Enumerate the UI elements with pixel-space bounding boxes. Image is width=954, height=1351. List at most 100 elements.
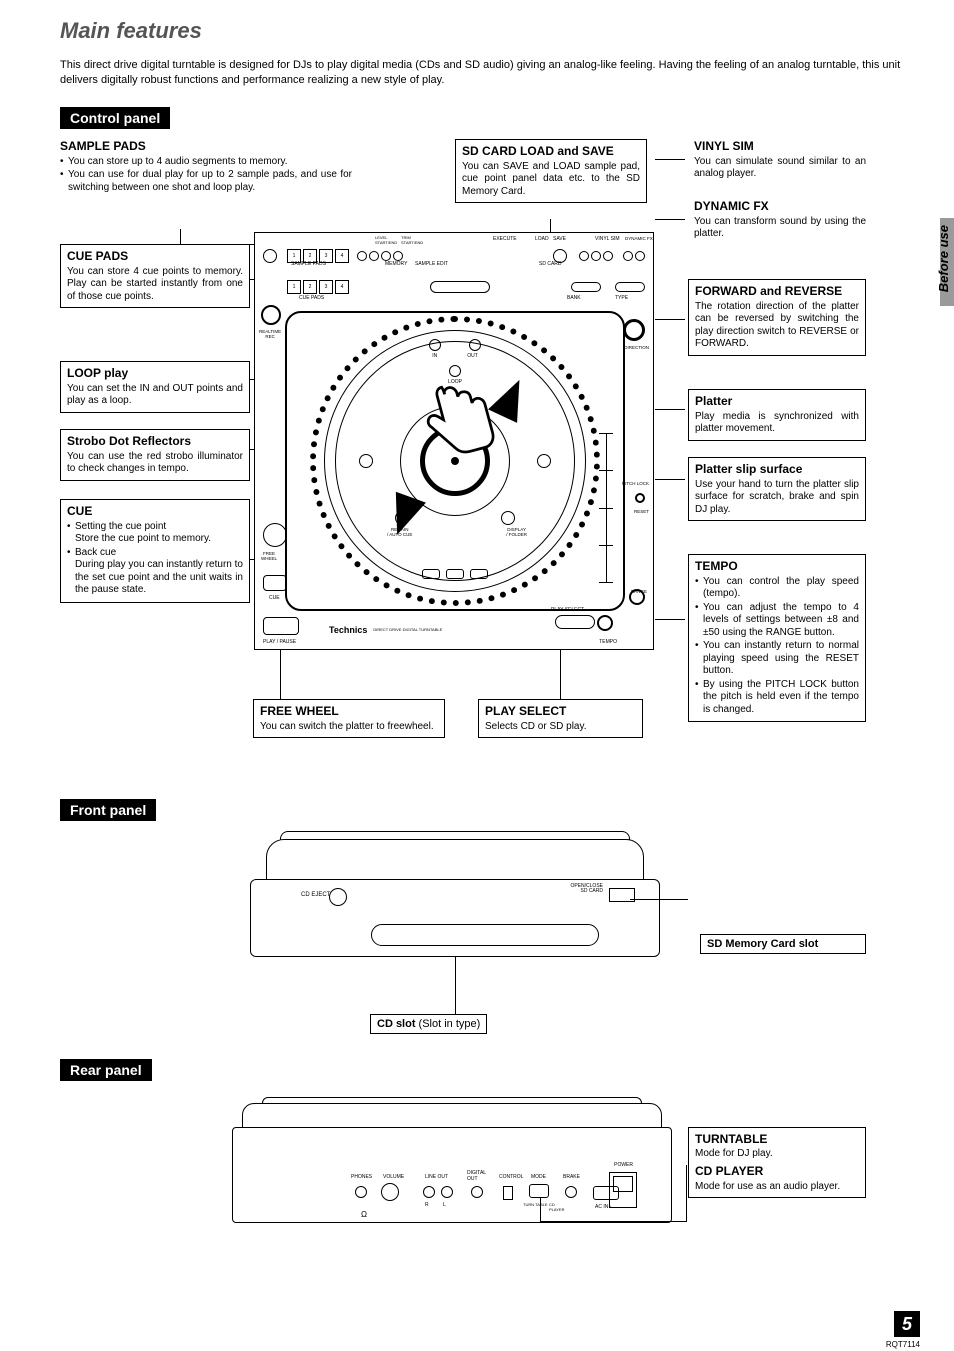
leader-line xyxy=(540,1197,541,1221)
callout-title: VINYL SIM xyxy=(694,139,866,154)
section-side-label: Before use xyxy=(936,225,951,292)
prev-track-icon xyxy=(422,569,440,579)
section-front-panel: Front panel xyxy=(60,799,156,821)
callout-title: TEMPO xyxy=(695,559,859,574)
label: VOLUME xyxy=(383,1174,404,1180)
knob-icon xyxy=(369,251,379,261)
label: TYPE xyxy=(615,295,628,301)
pitch-lock-icon xyxy=(635,493,645,503)
callout-vinyl-sim: VINYL SIM You can simulate sound similar… xyxy=(688,139,866,185)
leader-line xyxy=(655,409,685,410)
leader-line xyxy=(630,899,688,900)
front-panel-diagram: CD EJECT OPEN/CLOSE SD CARD SD Memory Ca… xyxy=(60,839,904,1049)
callout-title: CUE xyxy=(67,504,243,519)
callout-sample-pads: SAMPLE PADS You can store up to 4 audio … xyxy=(60,139,352,196)
button-icon xyxy=(359,454,373,468)
label: RESET xyxy=(634,509,649,514)
cue-button-icon xyxy=(263,575,287,591)
label: LINE OUT xyxy=(425,1174,448,1180)
callout-title: Platter xyxy=(695,394,859,409)
label: LOOP xyxy=(448,379,462,385)
leader-line xyxy=(455,957,456,1014)
callout-dynamic-fx: DYNAMIC FX You can transform sound by us… xyxy=(688,195,866,245)
label: CD PLAYER xyxy=(549,1202,565,1212)
callout-body: You can switch the platter to freewheel. xyxy=(260,721,438,734)
label: MEMORY xyxy=(385,261,407,267)
label: SAMPLE PADS xyxy=(291,261,326,267)
type-button-icon xyxy=(615,282,645,292)
callout-title: FREE WHEEL xyxy=(260,704,438,719)
callout-item: You can instantly return to normal playi… xyxy=(695,640,859,678)
callout-body: Mode for use as an audio player. xyxy=(695,1180,859,1193)
cue-pad-1: 1 xyxy=(287,280,301,294)
label: SAVE xyxy=(553,236,566,242)
label: TRIM START/END xyxy=(401,235,423,245)
cd-eject-button-icon xyxy=(329,888,347,906)
label: SAMPLE EDIT xyxy=(415,261,448,267)
button-icon xyxy=(623,251,633,261)
label: OUT xyxy=(467,353,478,359)
loop-button-icon xyxy=(449,365,461,377)
callout-body: The rotation direction of the platter ca… xyxy=(695,301,859,351)
leader-line xyxy=(655,319,685,320)
label: REALTIME REC xyxy=(259,329,281,339)
label: LEVEL START/END xyxy=(375,235,397,245)
document-id: RQT7114 xyxy=(886,1340,920,1349)
callout-body: You can store 4 cue points to memory. Pl… xyxy=(67,266,243,304)
label: TURN TABLE xyxy=(523,1202,548,1207)
spindle-icon xyxy=(451,457,459,465)
label: CUE xyxy=(269,595,280,601)
page-title: Main features xyxy=(60,18,904,44)
cue-pad-4: 4 xyxy=(335,280,349,294)
callout-item: You can store up to 4 audio segments to … xyxy=(60,156,352,169)
display-icon xyxy=(430,281,490,293)
button-icon xyxy=(635,251,645,261)
label: BANK xyxy=(567,295,581,301)
leader-line xyxy=(655,159,685,160)
callout-title: FORWARD and REVERSE xyxy=(695,284,859,299)
rear-panel-diagram: PHONES VOLUME LINE OUT R L DIGITAL OUT C… xyxy=(60,1097,904,1257)
button-icon xyxy=(579,251,589,261)
callout-strobo: Strobo Dot Reflectors You can use the re… xyxy=(60,429,250,481)
callout-cd-slot: CD slot (Slot in type) xyxy=(370,1014,487,1034)
label: DIGITAL OUT xyxy=(467,1170,486,1182)
callout-body: Mode for DJ play. xyxy=(695,1147,859,1160)
knob-icon xyxy=(357,251,367,261)
turntable-top-view: 1 2 3 4 SAMPLE PADS LEVEL START xyxy=(254,232,654,650)
callout-item: Setting the cue point Store the cue poin… xyxy=(67,521,243,546)
callout-body: You can transform sound by using the pla… xyxy=(694,216,866,241)
stop-icon xyxy=(446,569,464,579)
leader-line xyxy=(686,1165,687,1222)
callout-title: TURNTABLE xyxy=(695,1132,859,1148)
knob-icon xyxy=(381,251,391,261)
label: CUE PADS xyxy=(299,295,324,301)
out-button-icon xyxy=(469,339,481,351)
leader-line xyxy=(540,1221,686,1222)
callout-free-wheel: FREE WHEEL You can switch the platter to… xyxy=(253,699,445,739)
callout-platter: Platter Play media is synchronized with … xyxy=(688,389,866,441)
label: POWER xyxy=(614,1162,633,1168)
knob-icon xyxy=(393,251,403,261)
lid-icon xyxy=(266,839,644,883)
callout-item: You can use for dual play for up to 2 sa… xyxy=(60,169,352,194)
callout-title: CD PLAYER xyxy=(695,1164,859,1180)
callout-rear-modes: TURNTABLE Mode for DJ play. CD PLAYER Mo… xyxy=(688,1127,866,1198)
section-rear-panel: Rear panel xyxy=(60,1059,152,1081)
line-out-r-icon xyxy=(441,1186,453,1198)
cd-slot-rest: (Slot in type) xyxy=(416,1018,481,1030)
cue-pad-2: 2 xyxy=(303,280,317,294)
label: LOAD xyxy=(535,236,549,242)
front-body-icon: CD EJECT OPEN/CLOSE SD CARD xyxy=(250,879,660,957)
callout-cue: CUE Setting the cue point Store the cue … xyxy=(60,499,250,603)
cue-pad-3: 3 xyxy=(319,280,333,294)
callout-title: SD CARD LOAD and SAVE xyxy=(462,144,640,159)
label: IN xyxy=(432,353,437,359)
button-icon xyxy=(591,251,601,261)
callout-sd-card: SD CARD LOAD and SAVE You can SAVE and L… xyxy=(455,139,647,204)
callout-title: CUE PADS xyxy=(67,249,243,264)
platter-assembly: IN OUT LOOP REMAIN / AUTO CUE DISPLAY / … xyxy=(285,311,625,611)
sample-pad-4: 4 xyxy=(335,249,349,263)
in-button-icon xyxy=(429,339,441,351)
cd-slot-bold: CD slot xyxy=(377,1018,416,1030)
leader-line xyxy=(655,619,685,620)
